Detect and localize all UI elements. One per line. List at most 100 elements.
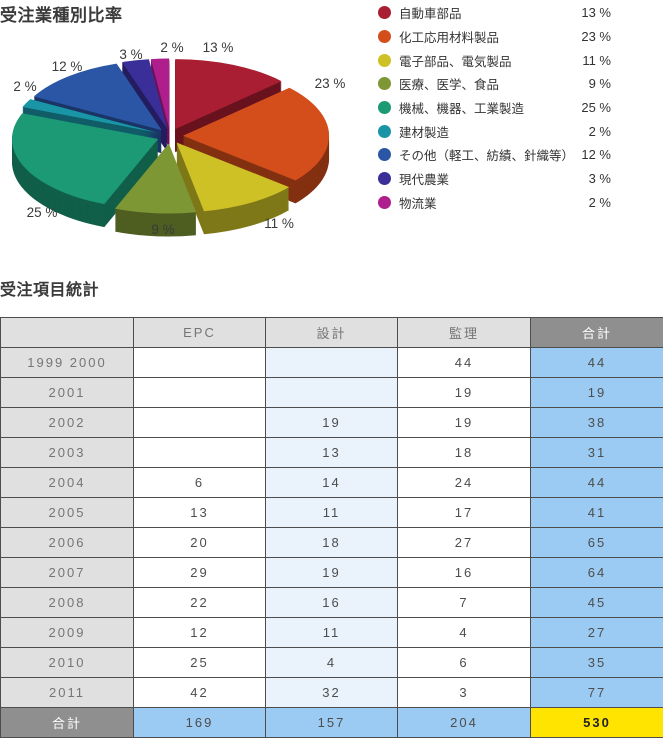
value-cell: 7: [398, 588, 531, 618]
value-cell: 44: [398, 348, 531, 378]
legend-value: 11 %: [582, 53, 611, 68]
legend-item: 自動車部品 13 %: [378, 1, 611, 25]
value-cell: 19: [266, 558, 398, 588]
value-cell: 19: [398, 378, 531, 408]
value-cell: 530: [531, 708, 663, 738]
value-cell: 11: [266, 498, 398, 528]
pie-chart-title: 受注業種別比率: [0, 1, 123, 26]
stats-table-title: 受注項目統計: [0, 276, 99, 300]
legend-label: 自動車部品: [399, 3, 462, 22]
legend-color-dot: [378, 6, 391, 19]
legend-color-dot: [378, 196, 391, 209]
value-cell: 204: [398, 708, 531, 738]
value-cell: 77: [531, 678, 663, 708]
legend-label: 物流業: [399, 193, 437, 212]
value-cell: 4: [266, 648, 398, 678]
value-cell: [134, 348, 266, 378]
legend-color-dot: [378, 30, 391, 43]
value-cell: [134, 378, 266, 408]
legend-color-dot: [378, 77, 391, 90]
value-cell: 44: [531, 348, 663, 378]
value-cell: 65: [531, 528, 663, 558]
row-label-cell: 2010: [1, 648, 134, 678]
column-header-cell: EPC: [134, 318, 266, 348]
legend-value: 23 %: [581, 29, 611, 44]
legend-color-dot: [378, 172, 391, 185]
row-label-cell: 2008: [1, 588, 134, 618]
legend-label: 建材製造: [399, 122, 449, 141]
row-label-cell: 1999 2000: [1, 348, 134, 378]
value-cell: 157: [266, 708, 398, 738]
row-label-cell: 合計: [1, 708, 134, 738]
value-cell: 169: [134, 708, 266, 738]
value-cell: 45: [531, 588, 663, 618]
row-label-cell: 2002: [1, 408, 134, 438]
value-cell: 27: [531, 618, 663, 648]
value-cell: 6: [134, 468, 266, 498]
value-cell: 11: [266, 618, 398, 648]
legend-value: 13 %: [581, 5, 611, 20]
legend-label: 化工応用材料製品: [399, 27, 499, 46]
pie-percent-label: 2 %: [13, 79, 36, 94]
value-cell: 29: [134, 558, 266, 588]
value-cell: 13: [134, 498, 266, 528]
legend-value: 12 %: [581, 147, 611, 162]
legend-value: 3 %: [589, 171, 611, 186]
value-cell: 19: [266, 408, 398, 438]
value-cell: [266, 378, 398, 408]
value-cell: 6: [398, 648, 531, 678]
corner-header-cell: [1, 318, 134, 348]
value-cell: 16: [266, 588, 398, 618]
pie-percent-label: 13 %: [203, 40, 234, 55]
legend-color-dot: [378, 125, 391, 138]
legend-item: その他（軽工、紡績、針織等）12 %: [378, 143, 611, 167]
row-label-cell: 2007: [1, 558, 134, 588]
value-cell: 44: [531, 468, 663, 498]
value-cell: 12: [134, 618, 266, 648]
value-cell: [266, 348, 398, 378]
legend-item: 電子部品、電気製品 11 %: [378, 48, 611, 72]
legend-item: 建材製造 2 %: [378, 119, 611, 143]
row-label-cell: 2001: [1, 378, 134, 408]
value-cell: 24: [398, 468, 531, 498]
pie-percent-label: 11 %: [264, 216, 294, 231]
value-cell: 38: [531, 408, 663, 438]
legend-color-dot: [378, 148, 391, 161]
value-cell: 3: [398, 678, 531, 708]
value-cell: 22: [134, 588, 266, 618]
pie-percent-label: 23 %: [315, 76, 346, 91]
column-header-cell: 監理: [398, 318, 531, 348]
value-cell: 27: [398, 528, 531, 558]
legend-value: 2 %: [589, 124, 611, 139]
pie-percent-label: 3 %: [119, 47, 142, 62]
row-label-cell: 2009: [1, 618, 134, 648]
value-cell: 19: [398, 408, 531, 438]
row-label-cell: 2004: [1, 468, 134, 498]
legend-value: 25 %: [581, 100, 611, 115]
value-cell: 42: [134, 678, 266, 708]
value-cell: 31: [531, 438, 663, 468]
legend-label: 電子部品、電気製品: [399, 51, 512, 70]
legend-label: 医療、医学、食品: [399, 74, 499, 93]
value-cell: 19: [531, 378, 663, 408]
legend-value: 9 %: [589, 76, 611, 91]
legend-item: 医療、医学、食品 9 %: [378, 72, 611, 96]
pie-legend: 自動車部品 13 % 化工応用材料製品 23 % 電子部品、電気製品 11 % 医療、医学、…: [378, 1, 611, 214]
legend-label: 現代農業: [399, 169, 449, 188]
value-cell: [134, 438, 266, 468]
value-cell: 25: [134, 648, 266, 678]
